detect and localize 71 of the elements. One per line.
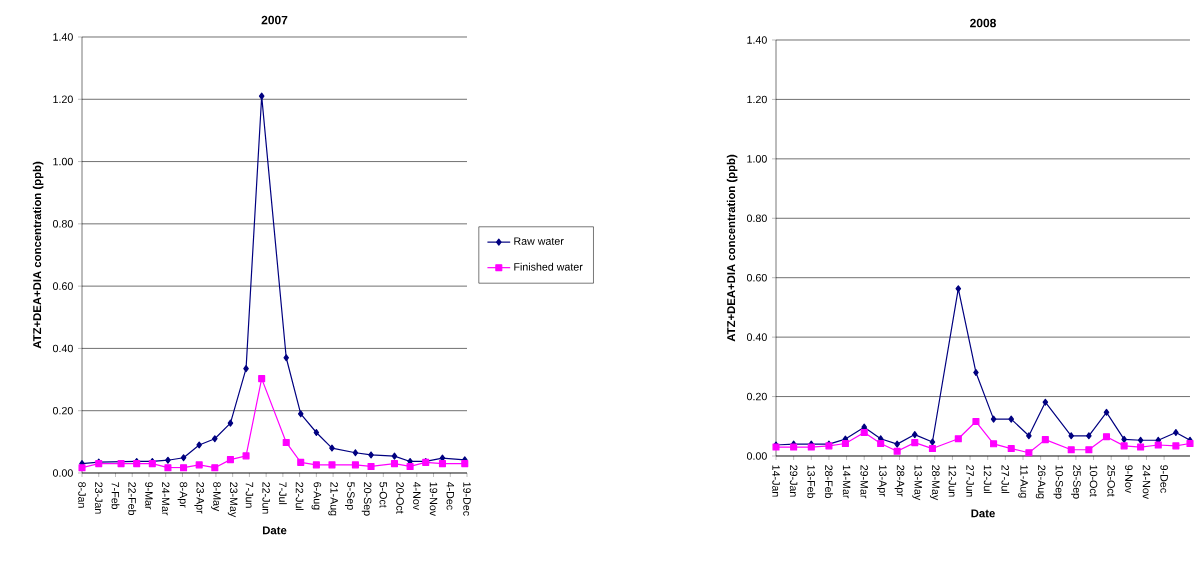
x-tick-label: 29-Jan <box>789 465 798 497</box>
y-tick-label: 0.20 <box>52 406 73 415</box>
x-tick-label: 5-Sep <box>345 482 355 510</box>
x-tick-label: 19-Nov <box>429 482 438 517</box>
y-tick-label: 1.20 <box>53 95 73 104</box>
y-tick-label: 0.40 <box>746 333 767 341</box>
x-tick-label: 14-Mar <box>842 465 851 499</box>
y-tick-label: 0.80 <box>746 214 767 223</box>
x-tick-label: 10-Sep <box>1053 465 1064 499</box>
y-tick-label: 1.20 <box>747 95 767 104</box>
chart-title: 2007 <box>261 15 288 25</box>
x-tick-label: 19-Dec <box>463 482 471 516</box>
x-tick-label: 22-Feb <box>128 482 137 516</box>
x-tick-label: 12-Jun <box>948 465 957 497</box>
x-tick-label: 10-Oct <box>1089 465 1098 497</box>
y-tick-label: 1.00 <box>747 155 767 163</box>
x-tick-label: 27-Jun <box>966 465 974 497</box>
y-tick-label: 0.00 <box>52 469 73 477</box>
x-tick-label: 21-Aug <box>328 482 338 516</box>
y-tick-label: 0.00 <box>746 452 767 460</box>
x-tick-label: 7-Feb <box>111 482 120 510</box>
x-tick-label: 24-Mar <box>161 482 170 516</box>
x-tick-label: 23-Jan <box>94 482 103 514</box>
x-axis-title: Date <box>971 509 995 518</box>
x-tick-label: 8-Jan <box>78 482 86 508</box>
y-axis-title: ATZ+DEA+DIA concentration (ppb) <box>32 161 44 349</box>
x-tick-label: 7-Jul <box>278 482 287 505</box>
x-tick-label: 11-Aug <box>1018 465 1028 498</box>
x-tick-label: 27-Jul <box>1001 465 1010 494</box>
x-tick-label: 4-Nov <box>413 481 421 511</box>
x-tick-label: 13-Feb <box>807 465 816 499</box>
x-tick-label: 6-Aug <box>311 482 322 510</box>
y-tick-label: 0.40 <box>52 344 73 353</box>
x-tick-label: 24-Nov <box>1142 465 1151 500</box>
x-tick-label: 25-Oct <box>1107 465 1115 497</box>
y-tick-label: 1.40 <box>53 33 73 41</box>
x-tick-label: 28-Apr <box>894 465 905 497</box>
x-tick-label: 13-Apr <box>877 465 887 497</box>
chart-title: 2008 <box>970 18 996 28</box>
x-tick-label: 7-Jun <box>245 482 254 508</box>
y-tick-label: 1.40 <box>747 36 767 44</box>
legend-label: Finished water <box>514 262 583 271</box>
x-tick-label: 28-Feb <box>825 465 833 499</box>
x-tick-label: 20-Oct <box>396 482 404 514</box>
y-tick-label: 0.20 <box>746 392 767 401</box>
x-tick-label: 22-Jun <box>262 482 270 514</box>
x-tick-label: 8-May <box>211 482 221 512</box>
x-tick-label: 8-Apr <box>177 482 188 508</box>
x-tick-label: 28-May <box>929 465 940 501</box>
y-tick-label: 0.80 <box>52 220 73 228</box>
legend-label: Raw water <box>514 237 564 245</box>
x-tick-label: 22-Jul <box>295 482 304 511</box>
y-tick-label: 0.60 <box>52 282 73 290</box>
x-tick-label: 23-May <box>227 482 238 518</box>
x-tick-label: 20-Sep <box>361 482 372 516</box>
y-axis-title: ATZ+DEA+DIA concentration (ppb) <box>726 154 738 342</box>
x-tick-label: 5-Oct <box>379 482 388 508</box>
x-tick-label: 14-Jan <box>772 465 780 497</box>
x-tick-label: 9-Nov <box>1125 465 1133 494</box>
x-tick-label: 13-May <box>912 465 922 501</box>
x-tick-label: 9-Mar <box>145 482 153 510</box>
x-axis-title: Date <box>262 526 287 535</box>
y-tick-label: 1.00 <box>53 157 73 166</box>
x-tick-label: 26-Aug <box>1035 465 1046 499</box>
y-tick-label: 0.60 <box>746 273 767 282</box>
x-tick-label: 23-Apr <box>194 482 205 514</box>
x-tick-label: 29-Mar <box>860 465 868 499</box>
x-tick-label: 12-Jul <box>983 465 992 494</box>
x-tick-label: 4-Dec <box>446 481 454 510</box>
x-tick-label: 25-Sep <box>1071 465 1081 499</box>
x-tick-label: 9-Dec <box>1160 465 1168 493</box>
